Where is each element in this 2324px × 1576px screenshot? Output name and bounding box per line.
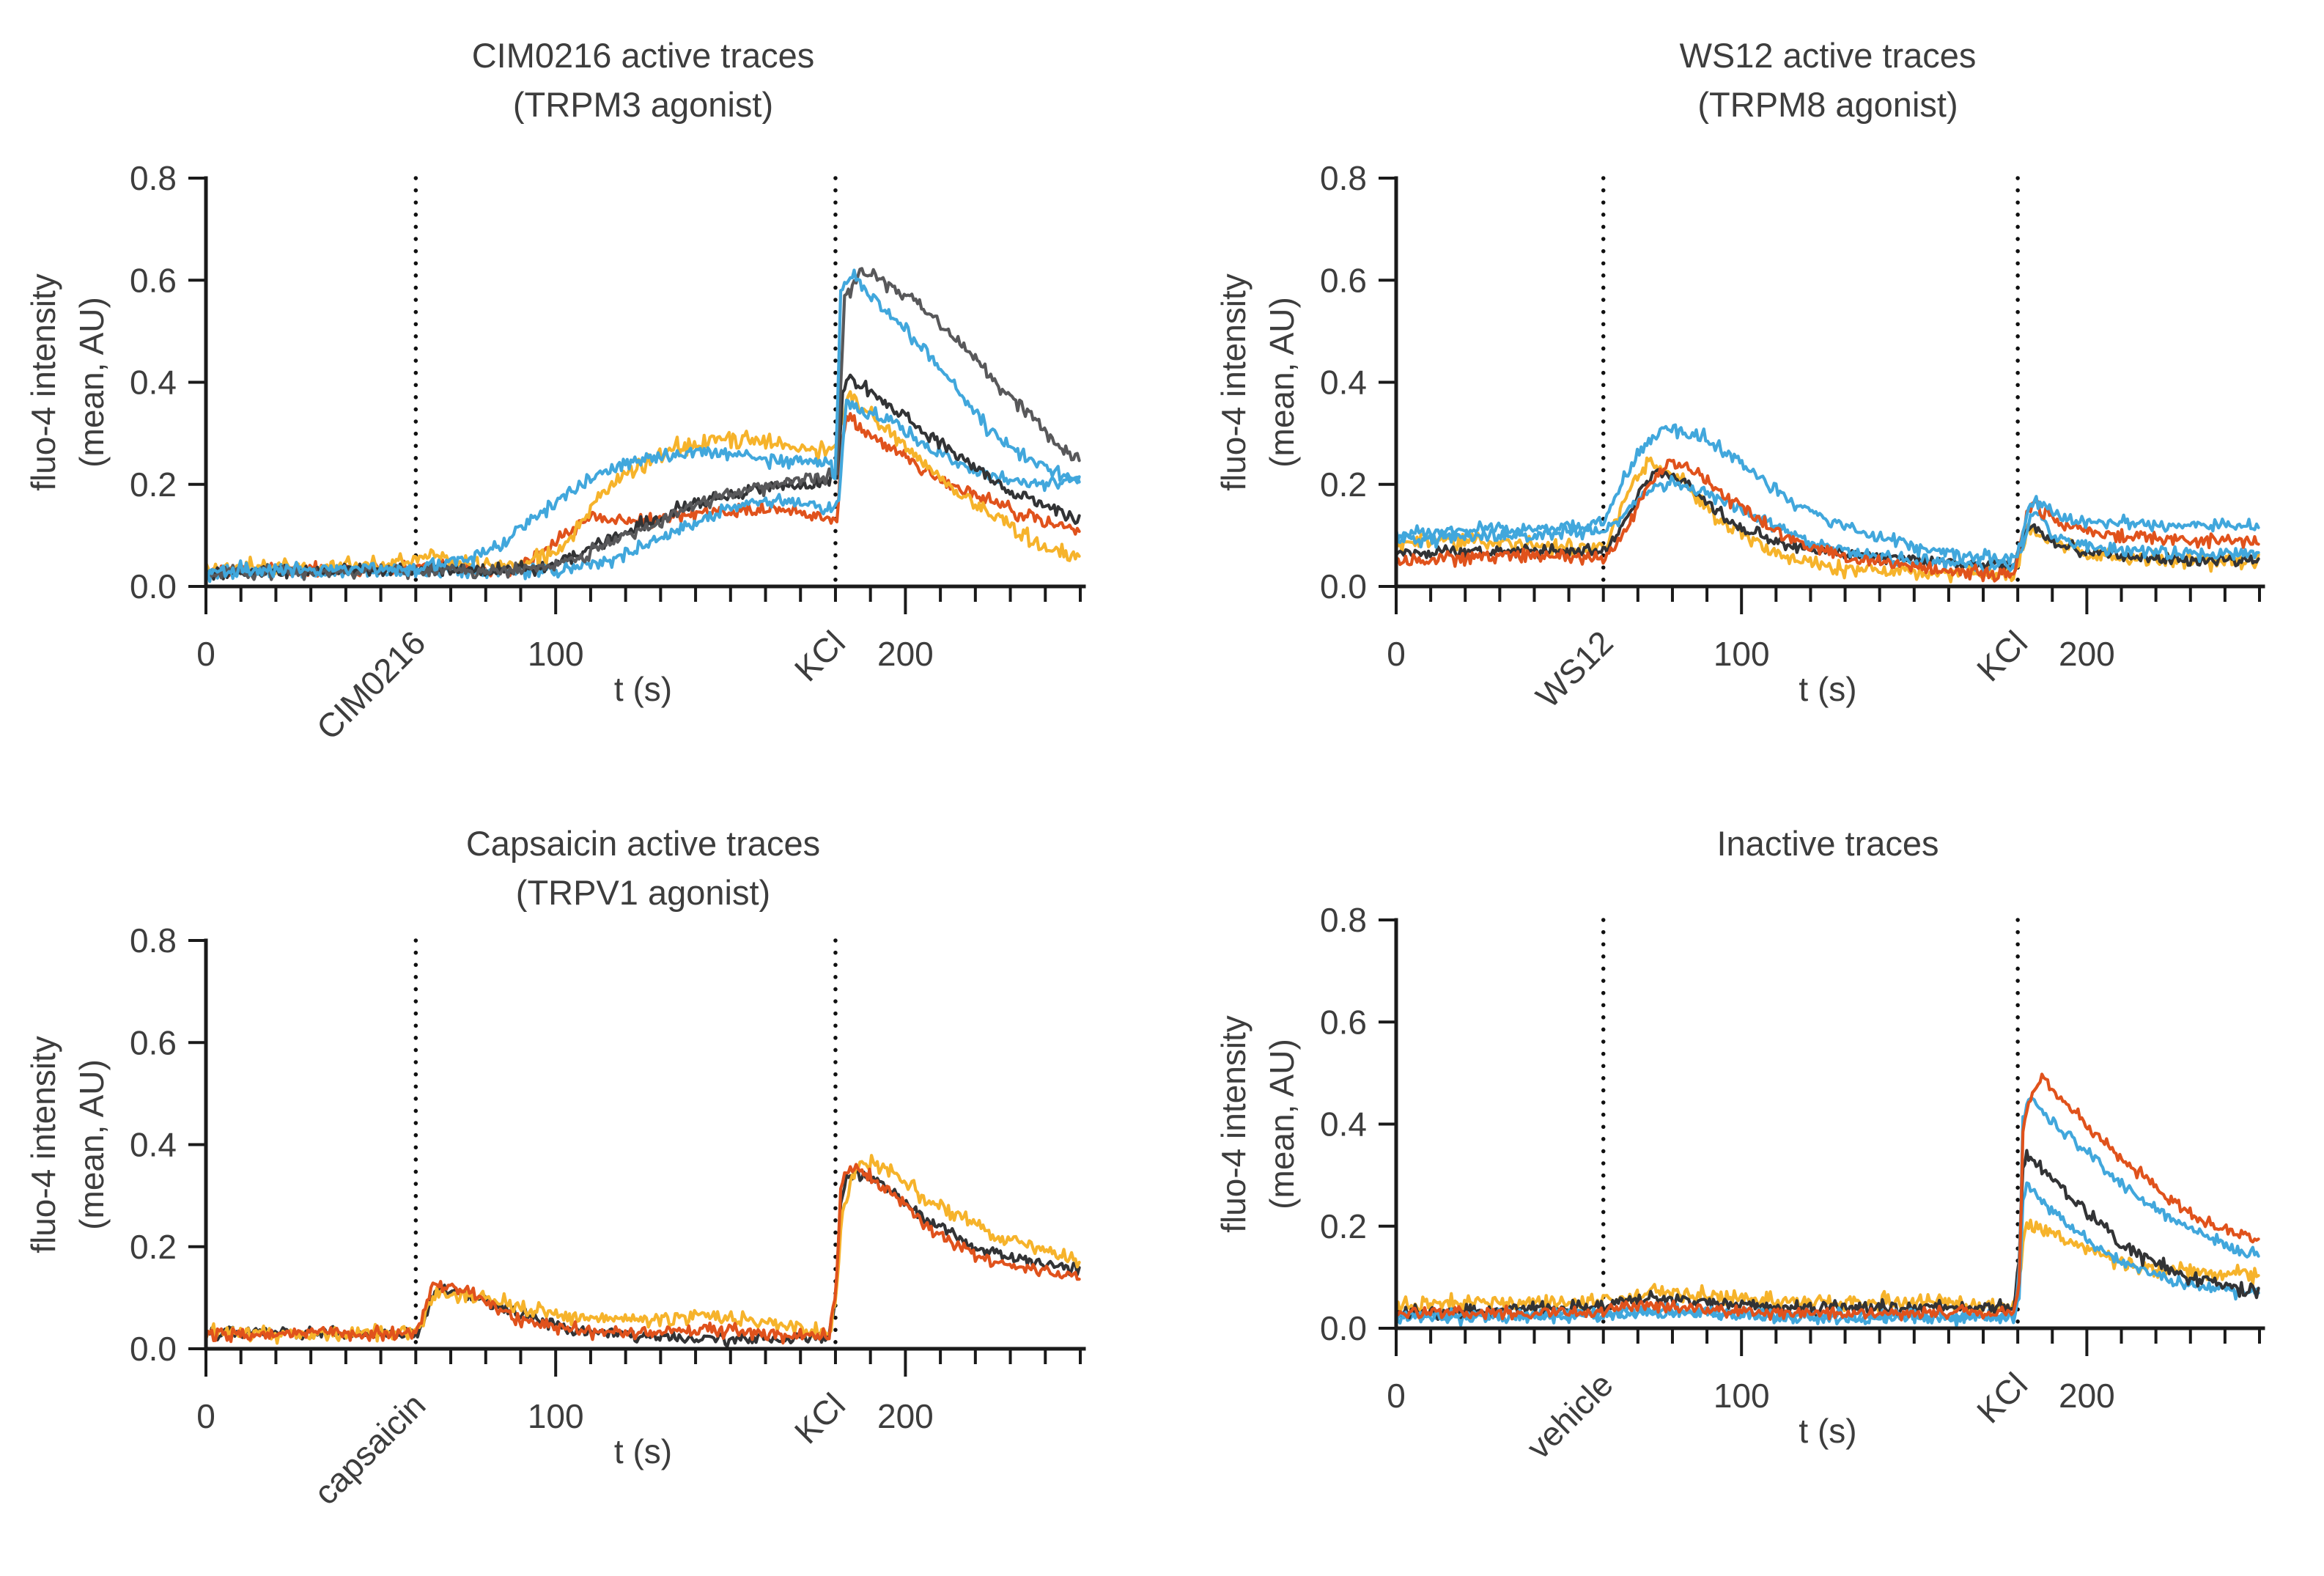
event-lines bbox=[413, 938, 838, 1349]
y-axis-label-line1: fluo-4 intensity bbox=[1214, 273, 1253, 491]
event-lines bbox=[1601, 918, 2020, 1329]
traces bbox=[204, 1154, 1081, 1348]
ticks bbox=[1379, 177, 2261, 614]
traces bbox=[1394, 423, 2260, 583]
x-tick-label: 200 bbox=[2059, 635, 2115, 673]
event-label-capsaicin: capsaicin bbox=[306, 1385, 432, 1511]
trace-blue1 bbox=[204, 268, 1081, 581]
x-tick-label: 0 bbox=[1387, 635, 1406, 673]
panel-title: CIM0216 active traces (TRPM3 agonist) bbox=[206, 31, 1080, 129]
panel-title: Capsaicin active traces (TRPV1 agonist) bbox=[206, 819, 1080, 917]
ticks bbox=[1379, 918, 2261, 1356]
panel-title-line1: Inactive traces bbox=[1716, 824, 1939, 863]
event-label-CIM0216: CIM0216 bbox=[309, 623, 433, 747]
x-tick-label: 100 bbox=[528, 635, 584, 673]
y-tick-label: 0.6 bbox=[130, 1023, 177, 1061]
x-axis-label: t (s) bbox=[614, 1432, 672, 1470]
y-tick-label: 0.6 bbox=[130, 261, 177, 299]
x-tick-label: 0 bbox=[1387, 1377, 1406, 1415]
y-axis-label-line2: (mean, AU) bbox=[73, 1059, 111, 1230]
y-tick-label: 0.4 bbox=[1320, 364, 1367, 402]
y-tick-label: 0.0 bbox=[1320, 567, 1367, 605]
trace-blue1 bbox=[1394, 423, 2260, 566]
y-tick-label: 0.6 bbox=[1320, 1003, 1367, 1041]
y-tick-label: 0.0 bbox=[130, 1330, 177, 1368]
y-tick-label: 0.8 bbox=[130, 921, 177, 960]
y-axis-label-line1: fluo-4 intensity bbox=[24, 1036, 62, 1253]
chart-canvas-ws12: 0.0 0.2 0.4 0.6 0.8 0 100 200 WS12 KCl t (s) fluo-4… bbox=[1214, 159, 2265, 715]
traces bbox=[1394, 1072, 2260, 1328]
panel-inactive: Inactive traces 0.0 0.2 0.4 0.6 0.8 0 100 200 ve… bbox=[1162, 788, 2324, 1576]
panel-title-line1: CIM0216 active traces bbox=[471, 36, 815, 75]
panel-title-line1: Capsaicin active traces bbox=[465, 824, 821, 863]
y-tick-label: 0.8 bbox=[1320, 901, 1367, 939]
event-lines bbox=[413, 176, 838, 587]
panel-title-line2: (TRPM3 agonist) bbox=[512, 85, 774, 124]
trace-yellow bbox=[1394, 456, 2260, 583]
panel-title: Inactive traces bbox=[1396, 819, 2260, 868]
panel-title: WS12 active traces (TRPM8 agonist) bbox=[1396, 31, 2260, 129]
chart-canvas-capsaicin: 0.0 0.2 0.4 0.6 0.8 0 100 200 capsaicin KCl t (s) f… bbox=[24, 921, 1086, 1512]
y-tick-label: 0.2 bbox=[130, 1228, 177, 1266]
trace-blue2 bbox=[204, 398, 1081, 583]
y-axis-label-line2: (mean, AU) bbox=[1263, 297, 1301, 468]
y-tick-label: 0.0 bbox=[130, 567, 177, 605]
y-tick-label: 0.4 bbox=[130, 364, 177, 402]
x-axis-label: t (s) bbox=[614, 670, 672, 708]
trace-orange bbox=[1394, 458, 2260, 583]
panel-title-line1: WS12 active traces bbox=[1679, 36, 1977, 75]
x-tick-label: 100 bbox=[528, 1397, 584, 1435]
x-tick-label: 200 bbox=[2059, 1377, 2115, 1415]
ticks bbox=[188, 939, 1082, 1377]
event-label-KCl: KCl bbox=[1969, 1365, 2035, 1430]
trace-blue2 bbox=[1394, 474, 2260, 573]
event-label-WS12: WS12 bbox=[1528, 623, 1620, 715]
event-label-KCl: KCl bbox=[1969, 623, 2035, 688]
event-label-KCl: KCl bbox=[787, 1385, 852, 1451]
panel-capsaicin: Capsaicin active traces (TRPV1 agonist) … bbox=[0, 788, 1162, 1576]
x-tick-label: 0 bbox=[196, 635, 215, 673]
trace-orange bbox=[204, 412, 1081, 580]
axes bbox=[204, 938, 1086, 1351]
traces bbox=[204, 267, 1081, 583]
y-tick-label: 0.2 bbox=[1320, 1207, 1367, 1245]
y-tick-label: 0.6 bbox=[1320, 261, 1367, 299]
y-tick-label: 0.8 bbox=[1320, 159, 1367, 197]
y-axis-label-line1: fluo-4 intensity bbox=[24, 273, 62, 491]
trace-orange bbox=[1394, 1072, 2260, 1322]
x-tick-label: 200 bbox=[877, 1397, 934, 1435]
event-label-KCl: KCl bbox=[787, 623, 852, 688]
x-axis-label: t (s) bbox=[1799, 1412, 1856, 1450]
x-tick-label: 100 bbox=[1714, 635, 1770, 673]
y-tick-label: 0.4 bbox=[1320, 1105, 1367, 1144]
chart-canvas-inactive: 0.0 0.2 0.4 0.6 0.8 0 100 200 vehicle KCl t (s) flu… bbox=[1214, 901, 2265, 1466]
y-axis-label-line2: (mean, AU) bbox=[1263, 1039, 1301, 1209]
event-lines bbox=[1601, 176, 2020, 587]
panel-title-line2: (TRPM8 agonist) bbox=[1697, 85, 1958, 124]
y-tick-label: 0.8 bbox=[130, 159, 177, 197]
panel-cim0216: CIM0216 active traces (TRPM3 agonist) 0.… bbox=[0, 0, 1162, 788]
y-tick-label: 0.0 bbox=[1320, 1309, 1367, 1347]
trace-orange bbox=[204, 1163, 1081, 1345]
y-axis-label-line1: fluo-4 intensity bbox=[1214, 1015, 1253, 1233]
y-tick-label: 0.4 bbox=[130, 1126, 177, 1164]
x-tick-label: 100 bbox=[1714, 1377, 1770, 1415]
x-axis-label: t (s) bbox=[1799, 670, 1856, 708]
event-label-vehicle: vehicle bbox=[1519, 1365, 1620, 1466]
y-tick-label: 0.2 bbox=[1320, 465, 1367, 504]
trace-yellow bbox=[204, 1154, 1081, 1345]
y-tick-label: 0.2 bbox=[130, 465, 177, 504]
panel-ws12: WS12 active traces (TRPM8 agonist) 0.0 0.… bbox=[1162, 0, 2324, 788]
x-tick-label: 200 bbox=[877, 635, 934, 673]
x-tick-label: 0 bbox=[196, 1397, 215, 1435]
chart-canvas-cim0216: 0.0 0.2 0.4 0.6 0.8 0 100 200 CIM0216 KCl t (s) flu… bbox=[24, 159, 1086, 747]
panel-title-line2: (TRPV1 agonist) bbox=[515, 873, 771, 912]
trace-yellow bbox=[1394, 1218, 2260, 1318]
trace-blue1 bbox=[1394, 1097, 2260, 1325]
trace-gray bbox=[204, 267, 1081, 581]
trace-black bbox=[1394, 1149, 2260, 1321]
ticks bbox=[188, 177, 1082, 614]
y-axis-label-line2: (mean, AU) bbox=[73, 297, 111, 468]
